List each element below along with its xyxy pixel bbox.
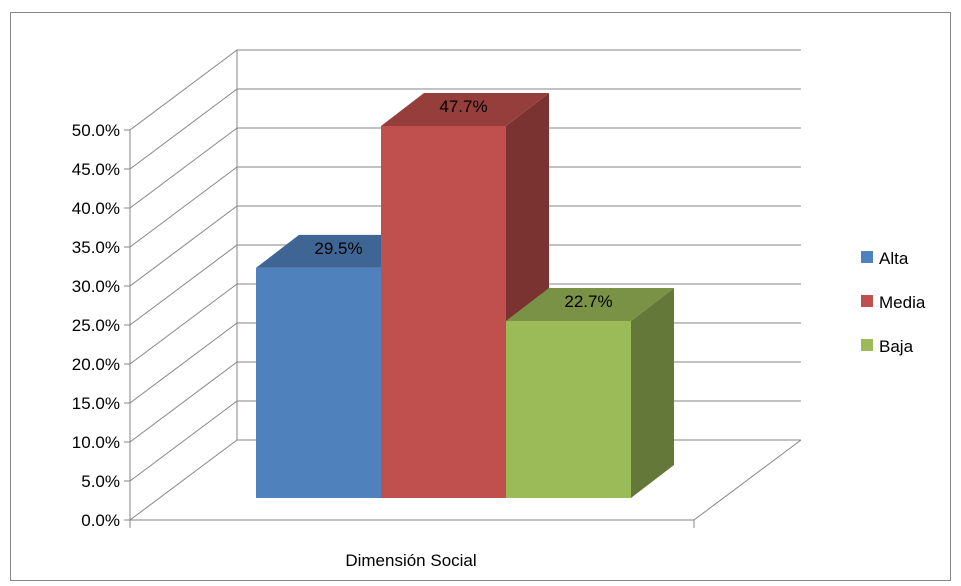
bar-front-alta <box>256 267 381 498</box>
legend-swatch-media <box>861 295 873 307</box>
bar-baja <box>506 287 674 498</box>
legend-swatch-baja <box>861 339 873 351</box>
gridline-side <box>129 439 238 521</box>
gridline-side <box>129 361 238 443</box>
gridline-side <box>129 88 238 170</box>
gridline-side <box>129 244 238 326</box>
y-tick-label: 25.0% <box>72 316 120 335</box>
y-tick-label: 50.0% <box>72 121 120 140</box>
bar-front-baja <box>506 320 631 498</box>
gridline-side <box>129 205 238 287</box>
y-tick-label: 0.0% <box>81 511 120 530</box>
bar-side-baja <box>631 287 674 498</box>
gridline-side <box>129 127 238 209</box>
gridline-side <box>129 283 238 365</box>
gridline-side <box>129 400 238 482</box>
legend-label-baja: Baja <box>879 337 914 356</box>
legend-swatch-alta <box>861 251 873 263</box>
bar-top-baja <box>506 287 674 321</box>
legend-label-media: Media <box>879 293 926 312</box>
bar-front-media <box>381 125 506 498</box>
data-label-alta: 29.5% <box>314 239 362 258</box>
bar-media <box>381 92 549 498</box>
legend: Alta Media Baja <box>861 249 926 356</box>
legend-label-alta: Alta <box>879 249 909 268</box>
value-axis: 0.0% 5.0% 10.0% 15.0% 20.0% 25.0% 30.0% 35.0% 40… <box>72 121 695 530</box>
y-tick-label: 45.0% <box>72 160 120 179</box>
bars-group <box>256 92 674 498</box>
data-labels-group: 29.5% 47.7% 22.7% <box>314 97 612 311</box>
y-tick-label: 5.0% <box>81 472 120 491</box>
category-axis: Dimensión Social <box>345 551 476 570</box>
gridline-side <box>129 322 238 404</box>
data-label-baja: 22.7% <box>564 292 612 311</box>
y-tick-label: 30.0% <box>72 277 120 296</box>
y-tick-label: 10.0% <box>72 433 120 452</box>
y-tick-label: 20.0% <box>72 355 120 374</box>
y-tick-label: 15.0% <box>72 394 120 413</box>
gridline-side <box>129 49 238 131</box>
y-tick-label: 35.0% <box>72 238 120 257</box>
data-label-media: 47.7% <box>439 97 487 116</box>
gridline-side <box>129 166 238 248</box>
bar-top-media <box>381 92 549 126</box>
y-tick-label: 40.0% <box>72 199 120 218</box>
category-label: Dimensión Social <box>345 551 476 570</box>
floor-right-edge <box>693 439 802 521</box>
